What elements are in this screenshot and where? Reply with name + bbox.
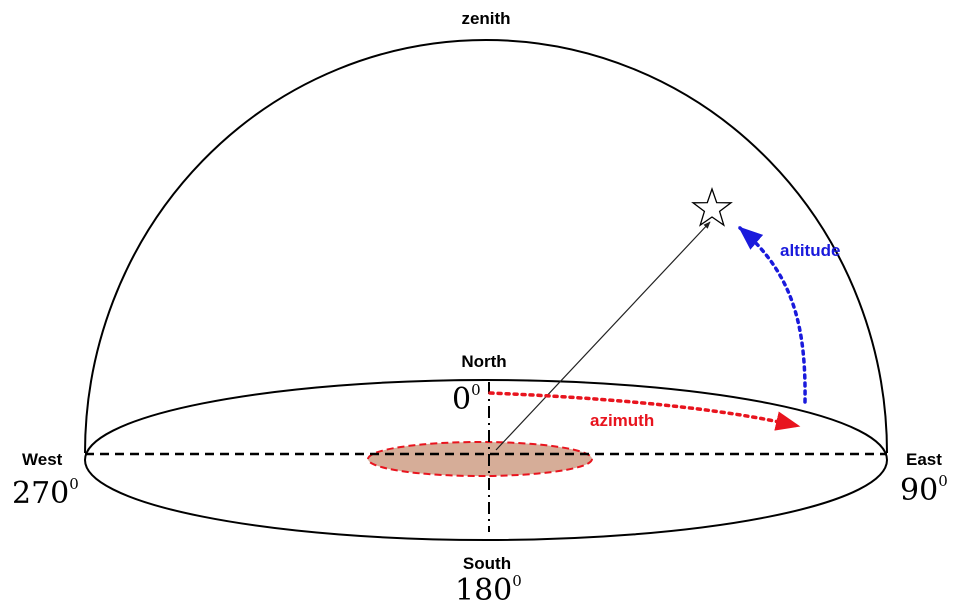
altitude-arrow [738,226,807,404]
west-label: West [22,450,63,469]
sky-dome [84,39,888,454]
altitude-label: altitude [780,241,840,260]
azimuth-label: azimuth [590,411,654,430]
azimuth-arrow [488,391,801,431]
sight-line [495,221,711,451]
south-label: South [463,554,511,573]
star-icon [691,187,733,227]
south-degree: 1800 [455,572,522,608]
horizon-ellipse [84,379,888,541]
observer-area [367,441,593,477]
east-degree: 900 [900,472,948,508]
zenith-label: zenith [461,9,510,28]
north-degree: 00 [452,381,481,417]
east-label: East [906,450,942,469]
west-degree: 2700 [12,475,79,511]
north-label: North [461,352,506,371]
